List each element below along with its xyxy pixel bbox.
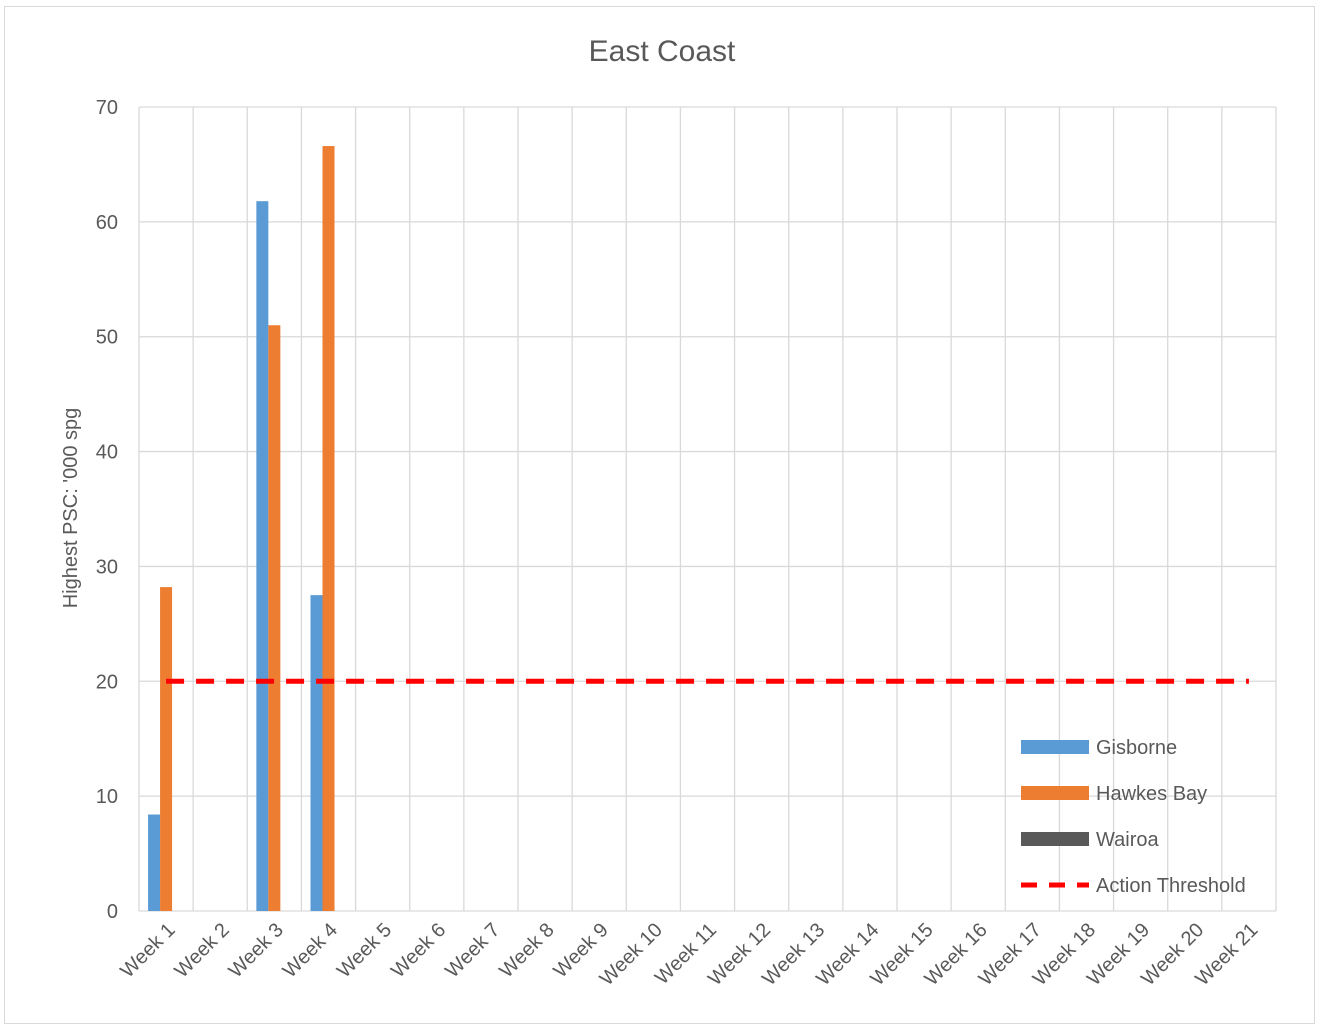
x-tick-label: Week 3 [225,919,288,982]
bar-gisborne-1 [148,814,161,911]
y-tick-label: 10 [96,786,118,808]
legend-label: Wairoa [1096,829,1159,851]
y-tick-label: 30 [96,556,118,578]
x-tick-label: Week 4 [279,919,342,982]
x-tick-label: Week 2 [170,919,233,982]
bar-hawkes-bay-4 [322,146,335,912]
legend-swatch-gisborne [1021,740,1089,754]
gridlines [138,106,1277,912]
legend-label: Action Threshold [1096,875,1246,897]
chart-frame [4,6,1315,1024]
legend-swatch-hawkes-bay [1021,786,1089,800]
y-tick-label: 40 [96,442,118,464]
chart-title: East Coast [589,35,736,68]
legend: Gisborne Hawkes Bay Wairoa Action Threshold [1021,737,1246,897]
x-tick-label: Week 6 [387,919,450,982]
x-tick-label: Week 5 [333,919,396,982]
y-tick-label: 70 [96,97,118,119]
y-tick-label: 0 [107,901,118,923]
bar-gisborne-4 [310,595,323,911]
y-axis-ticks: 0 10 20 30 40 50 60 70 [96,97,118,923]
bar-hawkes-bay-1 [160,587,173,911]
x-tick-label: Week 8 [495,919,558,982]
legend-swatch-wairoa [1021,832,1089,846]
legend-label: Gisborne [1096,737,1177,759]
y-tick-label: 50 [96,327,118,349]
x-tick-label: Week 1 [116,919,179,982]
bars [148,146,335,912]
y-axis-label: Highest PSC: '000 spg [60,408,82,609]
y-tick-label: 20 [96,671,118,693]
x-tick-label: Week 7 [441,919,504,982]
bar-gisborne-3 [256,201,269,911]
y-tick-label: 60 [96,212,118,234]
bar-hawkes-bay-3 [268,325,281,911]
legend-label: Hawkes Bay [1096,783,1207,805]
